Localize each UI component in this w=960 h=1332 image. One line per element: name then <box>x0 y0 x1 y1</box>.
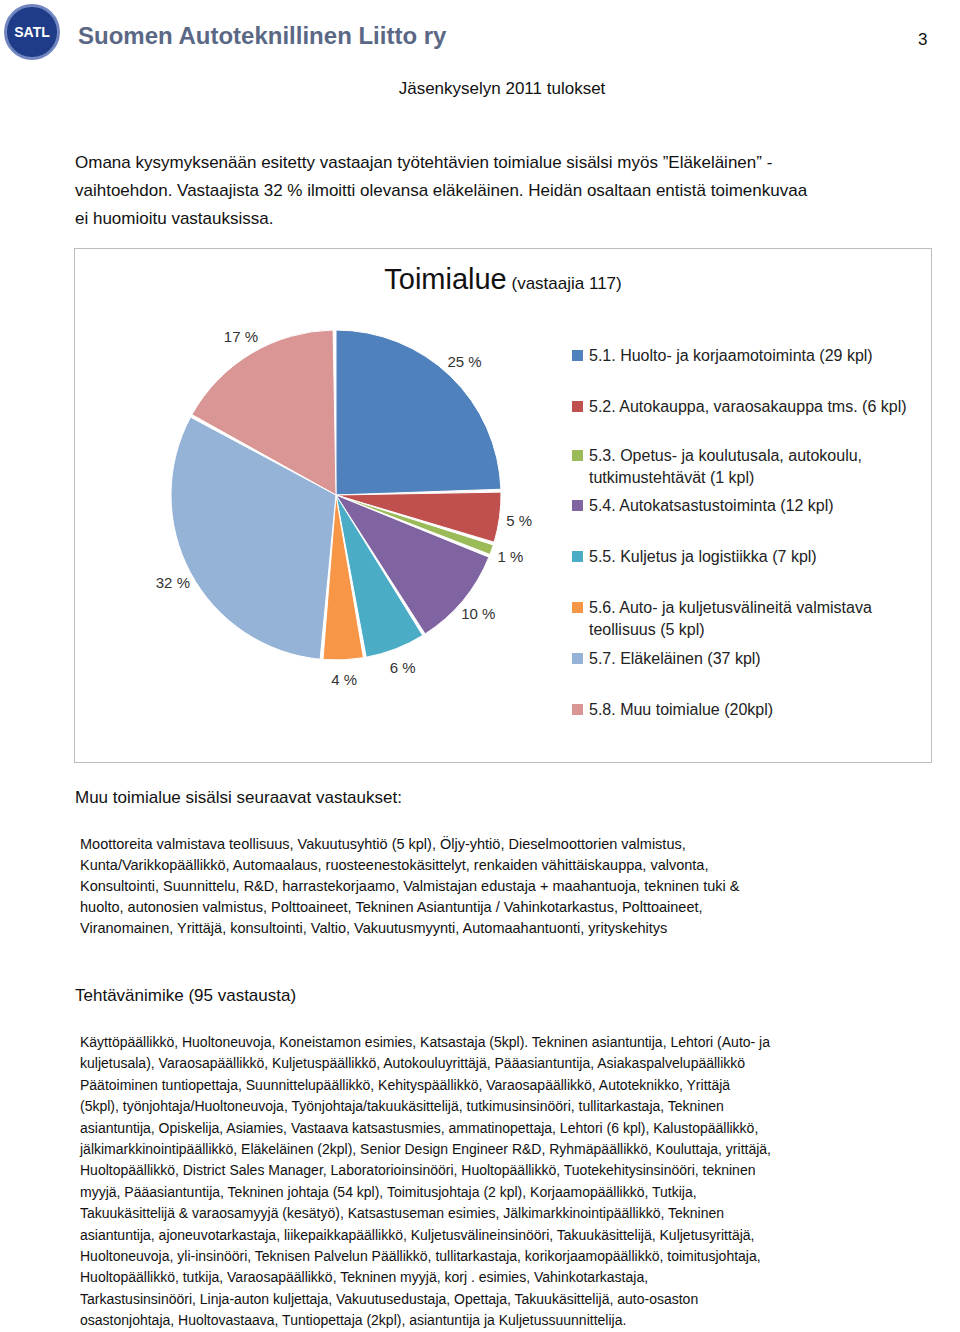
html-text:Toimialue(vastaajia 117): Toimialue(vastaajia 117) <box>384 263 622 295</box>
svg-text:10 %: 10 % <box>461 605 495 622</box>
html-text:5.4. Autokatsastustoiminta (12: 5.4. Autokatsastustoiminta (12 kpl) <box>589 497 834 514</box>
html-text:Huoltopäällikkö, tutkija, Vara: Huoltopäällikkö, tutkija, Varaosapäällik… <box>80 1269 649 1286</box>
html-text:Kunta/Varikkopäällikkö, Automa: Kunta/Varikkopäällikkö, Automaalaus, ruo… <box>80 857 709 873</box>
html-text:Huoltopäällikkö, District Sale: Huoltopäällikkö, District Sales Manager,… <box>80 1162 756 1179</box>
html-text:(5kpl), työnjohtaja/Huoltoneuv: (5kpl), työnjohtaja/Huoltoneuvoja, Työnj… <box>80 1098 724 1115</box>
svg-text:32 %: 32 % <box>156 574 190 591</box>
html-text:jälkimarkkinointipäällikkö, El: jälkimarkkinointipäällikkö, Eläkeläinen … <box>80 1141 771 1157</box>
html-text:5.8. Muu toimialue (20kpl): 5.8. Muu toimialue (20kpl) <box>589 701 774 718</box>
html-text:asiantuntija, ajoneuvotarkasta: asiantuntija, ajoneuvotarkastaja, liikep… <box>80 1226 755 1243</box>
html-text:asiantuntija, Opiskelija, Asia: asiantuntija, Opiskelija, Asiamies, Vast… <box>80 1119 759 1136</box>
html-text:Konsultointi, Suunnittelu, R&D: Konsultointi, Suunnittelu, R&D, harraste… <box>80 878 740 894</box>
html-text:5.3. Opetus- ja koulutusala, a: 5.3. Opetus- ja koulutusala, autokoulu, … <box>589 447 863 486</box>
html-text:Muu toimialue sisälsi seuraava: Muu toimialue sisälsi seuraavat vastauks… <box>75 788 402 807</box>
html-text:Takuukäsittelijä & varaosamyyj: Takuukäsittelijä & varaosamyyjä (kesätyö… <box>80 1205 724 1222</box>
html-text:Päätoiminen tuntiopettaja, Suu: Päätoiminen tuntiopettaja, Suunnittelupä… <box>80 1076 731 1093</box>
html-text:Viranomainen, Yrittäjä, konsul: Viranomainen, Yrittäjä, konsultointi, Va… <box>80 920 668 936</box>
html-text:Tarkastusinsinööri, Linja-auto: Tarkastusinsinööri, Linja-auton kuljetta… <box>80 1290 699 1307</box>
html-text:huolto, autonosien valmistus,: huolto, autonosien valmistus, Polttoaine… <box>80 899 703 915</box>
html-text:Omana kysymyksenään esitetty v: Omana kysymyksenään esitetty vastaajan t… <box>75 153 773 172</box>
html-text:kuljetusala), Varaosapäällikkö: kuljetusala), Varaosapäällikkö, Kuljetus… <box>80 1055 746 1072</box>
html-text:5.6. Auto- ja kuljetusvälineit: 5.6. Auto- ja kuljetusvälineitä valmista… <box>589 599 872 638</box>
html-text:Tehtävänimike (95 vastausta): Tehtävänimike (95 vastausta) <box>75 986 297 1005</box>
html-text:5.1. Huolto- ja korjaamotoimin: 5.1. Huolto- ja korjaamotoiminta (29 kpl… <box>589 347 873 364</box>
html-text:5.2. Autokauppa, varaosakauppa: 5.2. Autokauppa, varaosakauppa tms. (6 k… <box>589 398 907 415</box>
html-text:Jäsenkyselyn 2011 tulokset: Jäsenkyselyn 2011 tulokset <box>398 79 606 98</box>
svg-text:25 %: 25 % <box>447 353 481 370</box>
html-text:Huoltoneuvoja, yli-insinööri,: Huoltoneuvoja, yli-insinööri, Teknisen P… <box>80 1248 761 1265</box>
svg-text:1 %: 1 % <box>498 548 524 565</box>
html-text:SATL: SATL <box>14 24 50 40</box>
html-text:Moottoreita valmistava teollis: Moottoreita valmistava teollisuus, Vakuu… <box>80 836 686 852</box>
html-text:Suomen Autoteknillinen Liitto: Suomen Autoteknillinen Liitto ry <box>78 22 447 49</box>
html-text:ei huomioitu vastauksissa.: ei huomioitu vastauksissa. <box>75 209 274 228</box>
html-text:5.5. Kuljetus ja logistiikka (: 5.5. Kuljetus ja logistiikka (7 kpl) <box>589 548 817 565</box>
html-text:myyjä, Pääasiantuntija, Teknin: myyjä, Pääasiantuntija, Tekninen johtaja… <box>80 1183 697 1200</box>
svg-text:6 %: 6 % <box>390 659 416 676</box>
html-text:5.7. Eläkeläinen (37 kpl): 5.7. Eläkeläinen (37 kpl) <box>589 650 761 667</box>
html-text:vaihtoehdon. Vastaajista 32 %: vaihtoehdon. Vastaajista 32 % ilmoitti o… <box>75 181 808 200</box>
svg-text:4 %: 4 % <box>331 671 357 688</box>
svg-text:17 %: 17 % <box>224 328 258 345</box>
svg-text:5 %: 5 % <box>506 512 532 529</box>
html-text:3: 3 <box>918 30 928 49</box>
html-text:Käyttöpäällikkö, Huoltoneuvoja: Käyttöpäällikkö, Huoltoneuvoja, Koneista… <box>80 1034 770 1050</box>
html-text:osastonjohtaja, Huoltovastaava: osastonjohtaja, Huoltovastaava, Tuntiope… <box>80 1312 627 1329</box>
